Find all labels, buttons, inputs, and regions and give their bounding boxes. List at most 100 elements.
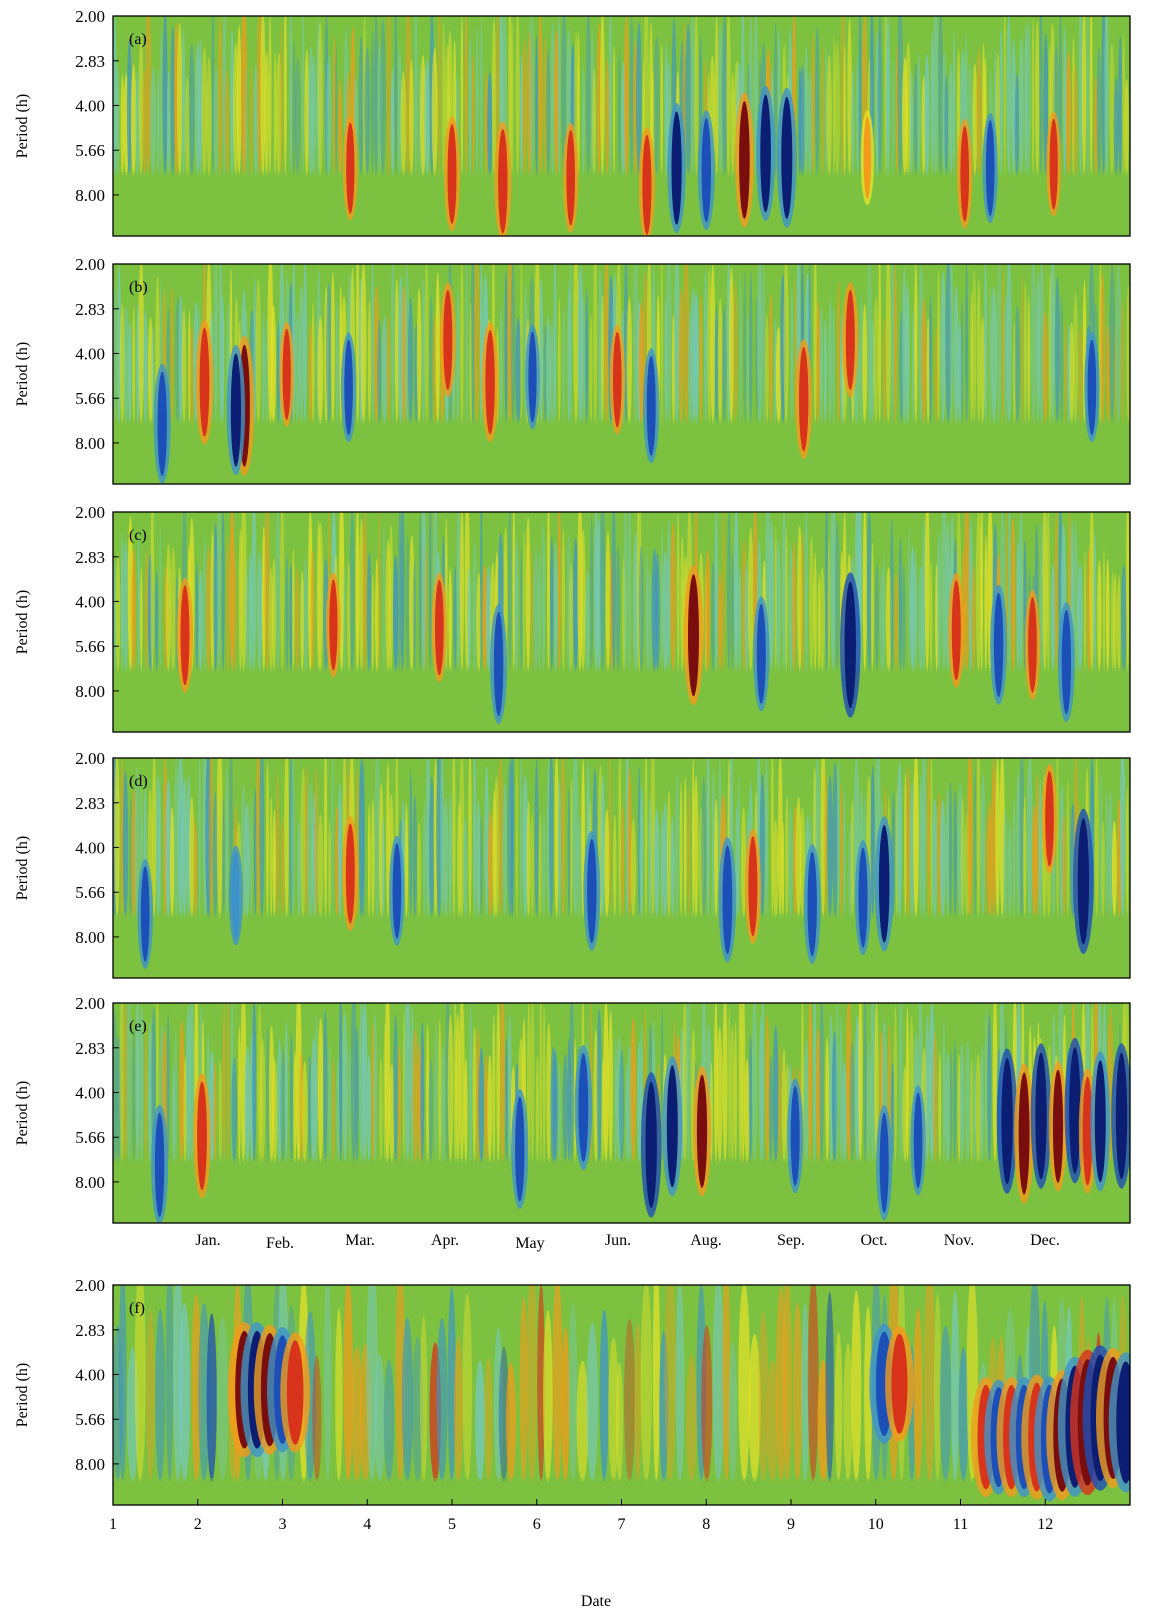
background-stripe (890, 1062, 895, 1163)
background-stripe (882, 552, 885, 672)
background-stripe (699, 293, 703, 424)
background-stripe (775, 538, 781, 672)
background-stripe (284, 758, 289, 918)
background-stripe (894, 264, 897, 424)
background-stripe (687, 786, 691, 918)
background-stripe (793, 1302, 803, 1483)
background-stripe (599, 512, 606, 672)
background-stripe (473, 264, 480, 424)
background-stripe (170, 547, 176, 672)
background-stripe (115, 64, 120, 176)
background-stripe (1003, 16, 1007, 176)
wavelet-event (1069, 1047, 1081, 1174)
background-stripe (748, 1334, 761, 1482)
background-stripe (260, 16, 266, 176)
background-stripe (440, 1043, 446, 1163)
wavelet-field (113, 758, 1130, 969)
background-stripe (600, 294, 605, 424)
background-stripe (660, 527, 664, 672)
background-stripe (206, 1313, 217, 1482)
background-stripe (569, 1003, 575, 1163)
plot-frame (112, 511, 1131, 733)
background-stripe (123, 539, 129, 672)
background-stripe (615, 1362, 624, 1482)
wavelet-event (666, 1065, 678, 1188)
background-stripe (701, 776, 707, 918)
background-stripe (893, 1005, 898, 1163)
background-stripe (783, 264, 789, 424)
y-tick-label: 2.00 (75, 749, 105, 768)
background-stripe (362, 512, 367, 672)
background-stripe (958, 1347, 969, 1482)
background-stripe (407, 297, 414, 424)
background-stripe (561, 1327, 570, 1482)
background-stripe (545, 315, 552, 424)
background-stripe (906, 767, 911, 918)
wavelet-event (722, 845, 733, 955)
background-stripe (388, 524, 394, 672)
background-stripe (147, 1021, 153, 1163)
background-stripe (530, 1003, 535, 1163)
background-stripe (585, 570, 590, 672)
background-stripe (970, 291, 974, 424)
background-stripe (268, 16, 272, 176)
background-stripe (757, 264, 763, 424)
background-stripe (722, 512, 726, 672)
background-stripe (285, 554, 289, 672)
background-stripe (701, 1325, 713, 1482)
background-stripe (435, 272, 440, 424)
background-stripe (449, 792, 452, 918)
background-stripe (549, 758, 554, 918)
background-stripe (722, 16, 728, 176)
background-stripe (238, 1026, 241, 1163)
background-stripe (670, 816, 675, 918)
background-stripe (131, 548, 136, 672)
background-stripe (925, 1015, 930, 1163)
background-stripe (837, 758, 840, 918)
background-stripe (904, 771, 907, 918)
background-stripe (420, 1021, 425, 1163)
background-stripe (362, 1003, 368, 1163)
background-stripe (804, 512, 808, 672)
background-stripe (212, 792, 219, 918)
background-stripe (317, 814, 324, 918)
background-stripe (557, 298, 561, 424)
background-stripe (364, 46, 371, 176)
background-stripe (351, 1346, 363, 1482)
background-stripe (437, 16, 442, 176)
background-stripe (311, 794, 317, 918)
background-stripe (698, 808, 704, 918)
background-stripe (478, 1047, 485, 1163)
background-stripe (764, 1014, 770, 1163)
background-stripe (144, 549, 149, 672)
background-stripe (1101, 819, 1105, 918)
background-stripe (683, 264, 690, 424)
background-stripe (343, 1285, 353, 1482)
background-stripe (177, 22, 183, 176)
background-stripe (1117, 575, 1121, 672)
background-stripe (891, 57, 895, 176)
background-stripe (949, 264, 954, 424)
background-stripe (572, 537, 579, 672)
panel-label: (b) (129, 279, 148, 296)
background-stripe (150, 512, 155, 672)
wavelet-event (140, 866, 150, 962)
background-stripe (973, 1059, 976, 1163)
background-stripe (308, 321, 313, 424)
background-stripe (138, 264, 144, 424)
background-stripe (289, 1032, 293, 1163)
background-stripe (218, 1060, 223, 1163)
background-stripe (222, 798, 226, 918)
background-stripe (526, 801, 531, 918)
background-stripe (303, 264, 307, 424)
background-stripe (404, 265, 410, 424)
background-stripe (181, 778, 188, 918)
background-stripe (995, 758, 1000, 918)
background-stripe (1113, 573, 1117, 672)
background-stripe (377, 512, 381, 672)
background-stripe (554, 541, 558, 672)
wavelet-event (286, 1340, 304, 1445)
background-stripe (487, 72, 493, 176)
background-stripe (1050, 264, 1056, 424)
